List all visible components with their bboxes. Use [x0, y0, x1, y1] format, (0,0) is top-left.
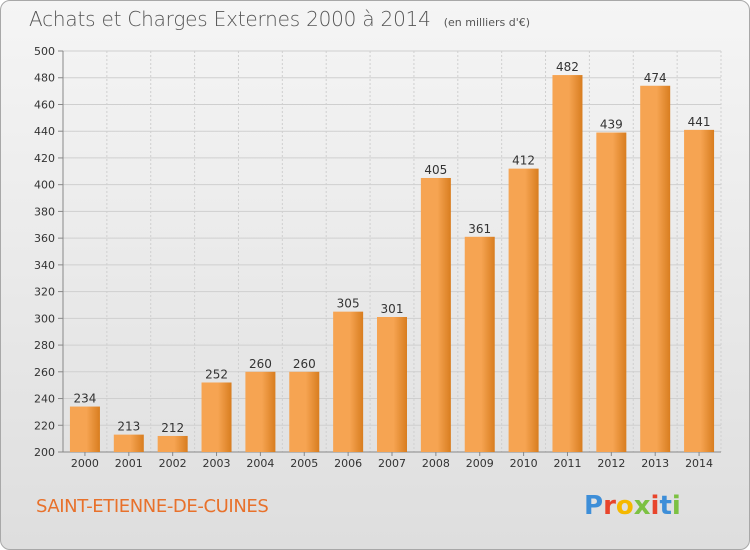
- value-label-2013: 474: [644, 71, 667, 85]
- x-tick-label-2005: 2005: [290, 457, 318, 470]
- y-tick-label: 380: [34, 205, 55, 218]
- bar-2005: [289, 371, 320, 452]
- bars: [69, 75, 715, 453]
- bar-2001: [113, 434, 144, 452]
- x-tick-label-2014: 2014: [685, 457, 713, 470]
- x-tick-label-2000: 2000: [71, 457, 99, 470]
- bar-2004: [245, 371, 276, 452]
- x-tick-label-2002: 2002: [159, 457, 187, 470]
- y-tick-label: 260: [34, 366, 55, 379]
- value-label-2002: 212: [161, 421, 184, 435]
- y-tick-label: 480: [34, 72, 55, 85]
- x-tick-label-2010: 2010: [510, 457, 538, 470]
- y-tick-label: 500: [34, 45, 55, 58]
- value-label-2001: 213: [117, 420, 140, 434]
- bar-2011: [552, 75, 583, 452]
- x-tick-label-2013: 2013: [641, 457, 669, 470]
- y-tick-label: 420: [34, 152, 55, 165]
- x-tick-label-2007: 2007: [378, 457, 406, 470]
- y-tick-label: 200: [34, 446, 55, 459]
- logo-letter: i: [671, 491, 681, 521]
- bar-2010: [508, 168, 539, 453]
- value-label-2006: 305: [337, 297, 360, 311]
- y-tick-label: 440: [34, 125, 55, 138]
- bar-2002: [157, 435, 188, 452]
- logo-letter: i: [650, 491, 660, 521]
- y-tick-label: 320: [34, 286, 55, 299]
- y-tick-label: 280: [34, 339, 55, 352]
- bar-2006: [333, 311, 364, 452]
- bar-2000: [69, 406, 100, 452]
- logo-letter: o: [615, 491, 634, 521]
- value-label-2005: 260: [293, 357, 316, 371]
- y-tick-label: 460: [34, 98, 55, 111]
- x-tick-label-2008: 2008: [422, 457, 450, 470]
- logo-letter: P: [584, 491, 604, 521]
- x-tick-label-2011: 2011: [553, 457, 581, 470]
- proxiti-logo[interactable]: Proxiti: [584, 491, 681, 521]
- y-tick-label: 340: [34, 259, 55, 272]
- value-labels: 234 213 212 252 260 260 305 301 405 361 412 482 439 4…: [73, 60, 710, 435]
- chart-title: Achats et Charges Externes 2000 à 2014: [29, 7, 431, 31]
- commune-name: SAINT-ETIENNE-DE-CUINES: [36, 496, 269, 517]
- y-tick-label: 360: [34, 232, 55, 245]
- y-tick-label: 240: [34, 393, 55, 406]
- bar-2012: [596, 132, 627, 452]
- x-tick-label-2006: 2006: [334, 457, 362, 470]
- title-row: Achats et Charges Externes 2000 à 2014 (…: [29, 7, 530, 31]
- logo-letter: r: [603, 491, 616, 521]
- value-label-2012: 439: [600, 118, 623, 132]
- tick-labels: 200 220 240 260 280 300 320 340 360 380 400 420 440 4…: [34, 45, 713, 470]
- value-label-2003: 252: [205, 367, 228, 381]
- bar-2013: [640, 85, 671, 453]
- x-tick-label-2012: 2012: [597, 457, 625, 470]
- bar-2007: [377, 316, 407, 452]
- chart-subtitle: (en milliers d'€): [443, 16, 531, 29]
- value-label-2010: 412: [512, 154, 535, 168]
- x-tick-label-2009: 2009: [466, 457, 494, 470]
- y-tick-label: 220: [34, 419, 55, 432]
- value-label-2011: 482: [556, 60, 579, 74]
- value-label-2008: 405: [424, 163, 447, 177]
- y-tick-label: 400: [34, 179, 55, 192]
- y-tick-label: 300: [34, 312, 55, 325]
- logo-letter: x: [633, 491, 651, 521]
- x-tick-label-2001: 2001: [115, 457, 143, 470]
- value-label-2000: 234: [73, 392, 96, 406]
- bar-2008: [420, 177, 451, 452]
- bar-2003: [201, 382, 232, 452]
- x-tick-label-2004: 2004: [246, 457, 274, 470]
- value-label-2014: 441: [688, 115, 711, 129]
- bar-2014: [684, 129, 715, 452]
- value-label-2009: 361: [468, 222, 491, 236]
- bar-2009: [464, 236, 495, 452]
- value-label-2007: 301: [381, 302, 404, 316]
- logo-letter: t: [659, 491, 672, 521]
- value-label-2004: 260: [249, 357, 272, 371]
- x-tick-label-2003: 2003: [203, 457, 231, 470]
